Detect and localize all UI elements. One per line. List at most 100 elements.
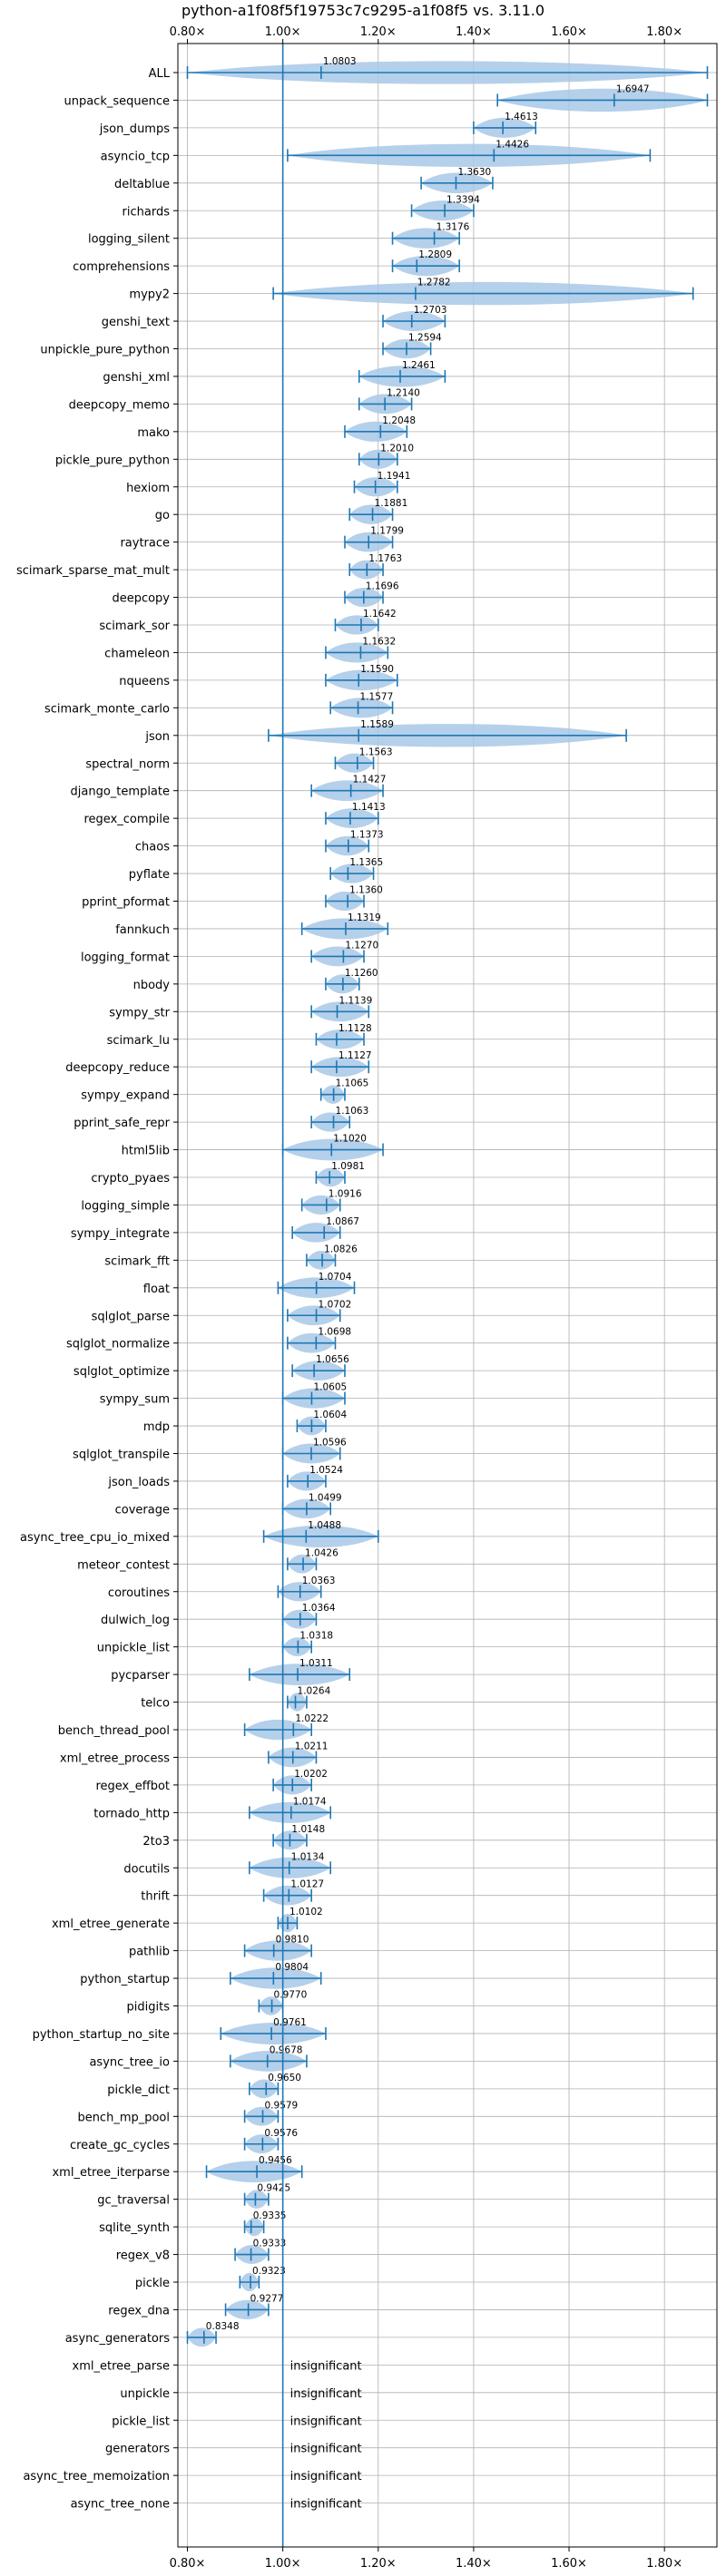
y-tick-label: scimark_lu [107, 1034, 170, 1048]
benchmark-violin: 1.1799 [344, 526, 404, 552]
benchmark-violin: 1.1413 [325, 802, 386, 829]
y-tick-label: fannkuch [115, 923, 170, 937]
value-label: 0.9761 [273, 2017, 307, 2028]
benchmark-violin: 0.8348 [186, 2321, 240, 2347]
benchmark-violin: 0.9323 [239, 2266, 286, 2292]
y-tick-label: scimark_sor [99, 620, 170, 633]
benchmark-violin: 1.0311 [249, 1658, 351, 1686]
y-tick-label: pprint_pformat [82, 896, 170, 910]
plot-area [178, 44, 717, 2547]
y-tick-label: unpickle_list [97, 1642, 170, 1655]
benchmark-violin: 1.0488 [262, 1520, 379, 1548]
benchmark-violin: 0.9333 [234, 2239, 286, 2265]
benchmark-violin: 1.0803 [186, 56, 709, 84]
value-label: 1.0488 [308, 1520, 341, 1531]
value-label: 0.9810 [276, 1935, 309, 1946]
value-label: 1.1696 [366, 581, 399, 592]
y-tick-label: scimark_fft [104, 1254, 170, 1268]
benchmark-violin: 1.2703 [382, 305, 446, 332]
benchmark-violin: 1.1020 [281, 1134, 384, 1161]
benchmark-violin: 1.1632 [325, 636, 396, 663]
benchmark-violin: 1.0134 [249, 1851, 332, 1878]
y-tick-label: html5lib [122, 1145, 170, 1158]
y-tick-label: json_loads [107, 1476, 170, 1489]
value-label: 1.0702 [319, 1299, 352, 1310]
benchmark-violin: 1.1127 [310, 1050, 372, 1078]
benchmark-violin: 1.0264 [287, 1686, 331, 1712]
y-tick-label: pycparser [111, 1669, 170, 1683]
benchmark-violin: 1.1270 [310, 940, 378, 967]
benchmark-violin: 1.2140 [358, 387, 420, 415]
y-tick-label: go [155, 509, 170, 522]
value-label: 1.1127 [338, 1050, 372, 1061]
insignificant-label: insignificant [290, 2387, 362, 2401]
y-tick-label: sqlglot_optimize [74, 1365, 170, 1379]
value-label: 1.1799 [370, 526, 404, 537]
benchmark-violin: 1.1696 [344, 581, 399, 608]
y-tick-label: bench_thread_pool [58, 1724, 170, 1738]
value-label: 1.0426 [305, 1547, 338, 1558]
value-label: 1.0604 [313, 1410, 347, 1420]
value-label: 0.9579 [265, 2100, 299, 2111]
y-tick-label: generators [105, 2443, 170, 2456]
x-tick-label-bottom: 1.20× [360, 2557, 397, 2571]
value-label: 1.0318 [299, 1631, 333, 1642]
y-tick-label: richards [123, 205, 171, 219]
benchmark-violin: 1.0318 [281, 1631, 333, 1657]
value-label: 0.9277 [250, 2293, 284, 2304]
y-tick-label: pathlib [129, 1946, 170, 1959]
y-tick-label: genshi_xml [103, 371, 170, 385]
y-tick-label: python_startup_no_site [33, 2028, 170, 2042]
benchmark-violin: 1.3176 [391, 222, 470, 249]
y-tick-label: json [144, 730, 170, 744]
x-tick-label-bottom: 1.00× [265, 2557, 301, 2571]
value-label: 1.0981 [331, 1161, 365, 1172]
benchmark-violin: 1.1065 [319, 1078, 368, 1104]
value-label: 1.0363 [302, 1576, 336, 1586]
benchmark-violin: 1.4613 [473, 112, 538, 138]
y-tick-label: unpickle [120, 2387, 170, 2401]
y-tick-label: python_startup [80, 1973, 170, 1986]
x-tick-label-bottom: 1.60× [551, 2557, 587, 2571]
value-label: 1.2809 [418, 249, 452, 260]
y-tick-label: async_generators [65, 2332, 171, 2346]
value-label: 0.9770 [274, 1990, 308, 2001]
value-label: 1.1020 [333, 1134, 367, 1145]
y-tick-label: pyflate [129, 868, 170, 882]
y-tick-label: logging_format [81, 951, 170, 964]
benchmark-violin: 1.0916 [300, 1188, 362, 1215]
value-label: 1.0698 [318, 1327, 351, 1338]
y-tick-label: create_gc_cycles [70, 2139, 170, 2152]
value-label: 1.1642 [363, 609, 397, 620]
value-label: 1.0803 [323, 56, 357, 67]
y-tick-label: scimark_sparse_mat_mult [16, 564, 170, 578]
y-tick-label: mdp [143, 1420, 170, 1434]
value-label: 1.0499 [309, 1492, 342, 1503]
value-label: 1.1128 [338, 1023, 372, 1034]
value-label: 1.1563 [359, 746, 393, 757]
y-tick-label: spectral_norm [85, 757, 170, 771]
chart-title: python-a1f08f5f19753c7c9295-a1f08f5 vs. … [181, 2, 545, 19]
y-tick-label: mypy2 [129, 288, 170, 302]
benchmark-violin: 1.3630 [420, 167, 494, 194]
x-tick-label-top: 1.20× [360, 25, 397, 39]
y-tick-label: pickle_pure_python [55, 454, 170, 467]
y-tick-label: raytrace [120, 537, 170, 551]
y-tick-label: hexiom [126, 482, 170, 495]
y-tick-label: unpickle_pure_python [40, 344, 170, 357]
benchmark-violin: 1.1139 [310, 995, 372, 1022]
insignificant-label: insignificant [290, 2415, 362, 2428]
value-label: 1.1632 [362, 636, 396, 647]
value-label: 0.9678 [270, 2044, 303, 2055]
benchmark-violin: 1.2010 [358, 443, 414, 469]
benchmark-violin: 1.1128 [315, 1023, 372, 1049]
benchmark-violin: 1.3394 [410, 194, 480, 221]
benchmark-violin: 1.0656 [291, 1354, 349, 1381]
x-tick-label-top: 1.40× [456, 25, 492, 39]
y-tick-label: coroutines [108, 1586, 170, 1600]
value-label: 1.1590 [360, 664, 394, 675]
y-tick-label: pickle_list [112, 2415, 170, 2428]
benchmark-violin: 1.1373 [325, 830, 384, 856]
y-tick-label: thrift [141, 1890, 170, 1904]
benchmark-violin: 1.1563 [334, 746, 393, 773]
